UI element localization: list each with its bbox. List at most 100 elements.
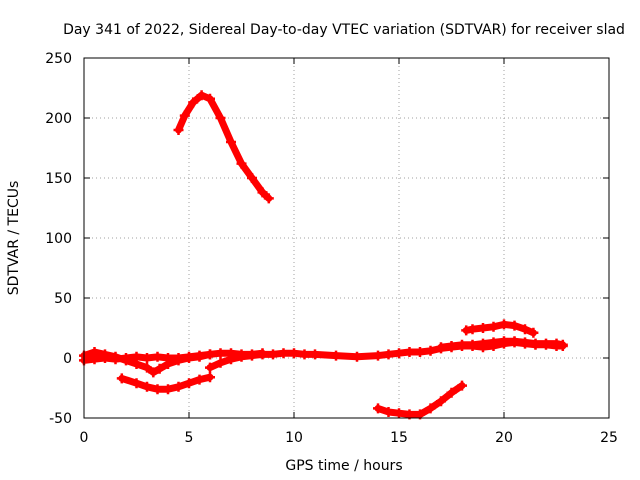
data-point	[89, 354, 100, 365]
series-arc-3	[373, 380, 467, 420]
y-tick-label: 150	[45, 171, 72, 187]
data-point	[520, 337, 530, 348]
data-point	[299, 349, 310, 360]
data-point	[184, 378, 194, 389]
data-point	[467, 324, 478, 335]
x-tick-label: 25	[600, 430, 618, 446]
data-point	[226, 348, 236, 359]
data-point	[226, 137, 236, 147]
y-tick-label: -50	[49, 411, 72, 427]
data-point	[215, 113, 226, 123]
data-point	[436, 396, 446, 407]
y-tick-label: 50	[54, 291, 72, 307]
data-point	[152, 384, 163, 395]
data-point	[528, 327, 539, 338]
data-point	[116, 373, 127, 384]
data-point	[100, 353, 110, 363]
data-point	[352, 351, 362, 362]
data-point	[205, 372, 215, 383]
data-point	[196, 90, 207, 101]
data-point	[142, 362, 152, 373]
data-point	[142, 381, 152, 392]
data-point	[173, 125, 184, 135]
data-point	[373, 403, 383, 414]
data-point	[236, 349, 247, 360]
plot-frame	[83, 57, 610, 419]
data-point	[154, 363, 165, 374]
data-point	[425, 345, 436, 356]
series-arc-7	[461, 319, 539, 338]
y-tick-label: 200	[45, 111, 72, 127]
data-point	[509, 320, 520, 331]
x-tick-label: 20	[495, 430, 513, 446]
data-point	[121, 353, 131, 363]
data-point	[457, 380, 467, 391]
data-point	[520, 324, 530, 335]
y-tick-label: 0	[63, 351, 72, 367]
data-point	[488, 337, 499, 348]
data-point	[383, 349, 394, 360]
data-point	[488, 321, 499, 332]
data-point	[310, 349, 320, 360]
series-line	[175, 91, 273, 202]
data-point	[257, 348, 268, 359]
data-point	[247, 349, 257, 360]
series-arc-1	[173, 90, 274, 204]
data-point	[163, 384, 173, 395]
data-point	[173, 353, 184, 363]
data-point	[184, 351, 194, 362]
data-point	[215, 348, 226, 359]
plot-series	[79, 90, 568, 420]
data-point	[257, 187, 268, 198]
data-point	[499, 336, 509, 347]
data-point	[509, 336, 520, 347]
data-point	[415, 347, 425, 357]
data-point	[268, 349, 278, 360]
data-point	[394, 348, 404, 359]
x-axis-label: GPS time / hours	[285, 458, 402, 474]
data-point	[289, 348, 299, 359]
data-point	[383, 407, 394, 417]
data-point	[179, 110, 190, 121]
data-point	[425, 403, 436, 414]
data-point	[205, 93, 215, 104]
data-point	[110, 354, 121, 365]
data-point	[205, 349, 215, 360]
data-point	[530, 338, 541, 349]
y-tick-label: 250	[45, 51, 72, 67]
data-point	[557, 339, 568, 350]
data-point	[467, 339, 478, 350]
data-point	[478, 338, 488, 349]
data-point	[499, 319, 509, 330]
data-point	[152, 351, 163, 362]
data-point	[457, 339, 467, 350]
data-point	[478, 323, 488, 333]
data-point	[194, 374, 205, 385]
data-point	[446, 341, 457, 351]
data-point	[205, 362, 215, 373]
series-arc-2	[116, 372, 215, 395]
data-point	[331, 350, 341, 361]
x-tick-label: 0	[80, 430, 89, 446]
data-point	[236, 158, 247, 169]
data-point	[373, 350, 383, 361]
data-point	[247, 173, 257, 183]
axis-ticks: 0 5 10 15 20 25 -50 0 50 100 150 200 250	[45, 51, 618, 446]
data-point	[173, 381, 184, 392]
data-point	[163, 353, 173, 363]
y-tick-label: 100	[45, 231, 72, 247]
series-arc-8	[436, 336, 568, 353]
data-point	[436, 342, 446, 353]
data-point	[131, 351, 142, 362]
x-tick-label: 10	[285, 430, 303, 446]
y-axis-label: SDTVAR / TECUs	[6, 181, 22, 296]
x-tick-label: 15	[390, 430, 408, 446]
data-point	[148, 367, 159, 378]
data-point	[394, 408, 404, 419]
data-point	[446, 387, 457, 398]
x-tick-label: 5	[185, 430, 194, 446]
data-point	[142, 353, 152, 363]
data-point	[263, 193, 274, 204]
chart-title: Day 341 of 2022, Sidereal Day-to-day VTE…	[63, 22, 625, 38]
